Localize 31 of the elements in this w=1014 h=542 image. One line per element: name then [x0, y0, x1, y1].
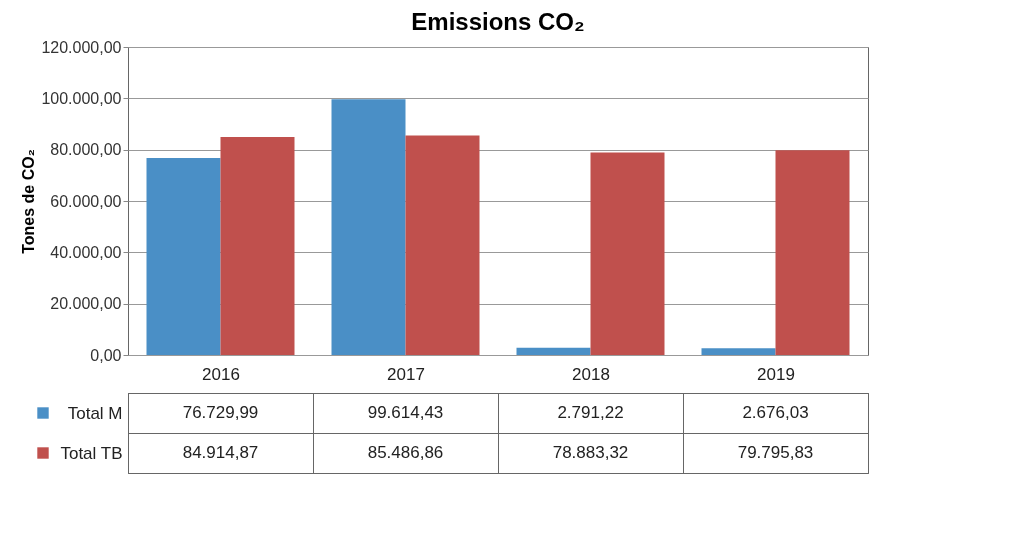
bar [146, 158, 221, 355]
data-label: 78.883,32 [552, 443, 629, 462]
bar [775, 150, 850, 355]
data-label: 79.795,83 [737, 443, 814, 462]
chart-title: Emissions CO₂ [411, 8, 585, 35]
x-tick-label: 2018 [572, 364, 610, 384]
x-tick-label: 2016 [202, 364, 240, 384]
data-label: 99.614,43 [367, 403, 444, 422]
y-tick-label: 20.000,00 [50, 295, 122, 313]
data-label: 84.914,87 [182, 443, 259, 462]
y-tick-label: 100.000,00 [41, 89, 122, 107]
y-tick-label: 60.000,00 [50, 192, 122, 210]
bar [590, 152, 665, 355]
bar [331, 99, 406, 355]
data-label: 76.729,99 [182, 403, 259, 422]
legend-label: Total TB [60, 443, 123, 463]
bar [405, 135, 480, 355]
data-label: 2.791,22 [557, 403, 624, 422]
legend-label: Total M [67, 403, 123, 423]
y-tick-label: 40.000,00 [50, 243, 122, 261]
x-tick-label: 2017 [387, 364, 425, 384]
bar [701, 348, 776, 355]
y-tick-label: 80.000,00 [50, 141, 122, 159]
data-label: 2.676,03 [742, 403, 809, 422]
y-tick-label: 0,00 [90, 346, 122, 364]
x-tick-label: 2019 [757, 364, 795, 384]
bar [220, 137, 295, 355]
bar [516, 347, 591, 355]
data-label: 85.486,86 [367, 443, 444, 462]
y-axis-title: Tones de CO₂ [20, 149, 38, 254]
y-tick-label: 120.000,00 [41, 38, 122, 56]
